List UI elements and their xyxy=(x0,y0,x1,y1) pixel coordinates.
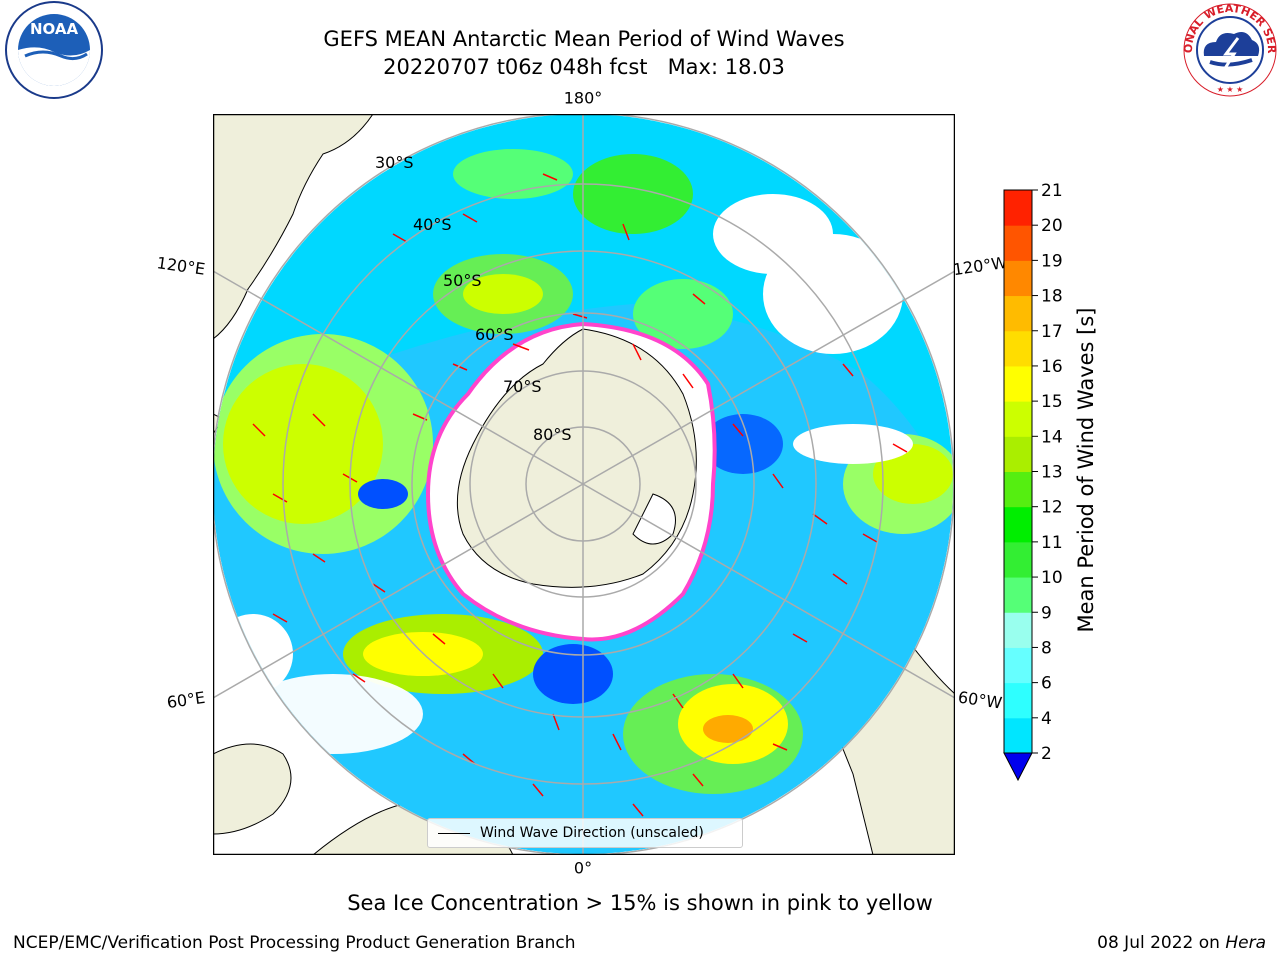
footer-host: Hera xyxy=(1225,933,1266,953)
map-frame xyxy=(213,114,955,855)
legend-line-swatch xyxy=(438,832,470,834)
colorbar-segment xyxy=(1004,682,1032,719)
colorbar-segment xyxy=(1004,647,1032,684)
colorbar-segment xyxy=(1004,365,1032,402)
lon-label-60e: 60°E xyxy=(165,687,207,713)
sea-ice-note: Sea Ice Concentration > 15% is shown in … xyxy=(347,891,933,915)
colorbar-segment xyxy=(1004,612,1032,648)
lat-label-80s: 80°S xyxy=(533,425,572,444)
lat-label-70s: 70°S xyxy=(503,377,542,396)
lat-label-40s: 40°S xyxy=(413,215,452,234)
colorbar-tick-label: 17 xyxy=(1041,322,1063,342)
colorbar-tick-label: 16 xyxy=(1041,357,1063,377)
colorbar: 2 4 6 8 9 10 11 12 13 14 15 16 17 18 19 20 21 xyxy=(1003,181,1063,782)
colorbar-segments xyxy=(1004,190,1032,754)
figure-subtitle: 20220707 t06z 048h fcst Max: 18.03 xyxy=(383,55,785,79)
svg-text:★ ★ ★: ★ ★ ★ xyxy=(1217,85,1244,94)
map-legend: Wind Wave Direction (unscaled) xyxy=(427,818,743,848)
colorbar-segment xyxy=(1004,577,1032,613)
colorbar-segment xyxy=(1004,471,1032,508)
lat-label-50s: 50°S xyxy=(443,271,482,290)
lon-label-0: 0° xyxy=(573,858,593,878)
colorbar-segment xyxy=(1004,260,1032,297)
colorbar-tick-label: 8 xyxy=(1041,638,1052,658)
colorbar-segment xyxy=(1004,295,1032,332)
footer-date-text: 08 Jul 2022 on xyxy=(1097,933,1226,953)
polar-map: 30°S 40°S 50°S 60°S 70°S 80°S xyxy=(213,114,955,855)
colorbar-tick-label: 10 xyxy=(1041,568,1063,588)
lat-label-30s: 30°S xyxy=(375,153,414,172)
lon-label-120e: 120°E xyxy=(155,253,207,279)
colorbar-segment xyxy=(1004,225,1032,261)
colorbar-tick-label: 2 xyxy=(1041,744,1052,764)
legend-label: Wind Wave Direction (unscaled) xyxy=(480,825,704,841)
colorbar-segment xyxy=(1004,330,1032,367)
colorbar-tick-label: 21 xyxy=(1041,181,1063,201)
colorbar-segment xyxy=(1004,506,1032,543)
colorbar-segment xyxy=(1004,190,1032,226)
noaa-logo-text: NOAA xyxy=(30,20,79,38)
colorbar-segment xyxy=(1004,717,1032,754)
colorbar-tick-label: 18 xyxy=(1041,287,1063,307)
figure-title: GEFS MEAN Antarctic Mean Period of Wind … xyxy=(323,27,845,51)
colorbar-tick-label: 4 xyxy=(1041,709,1052,729)
noaa-logo: NOAA xyxy=(5,1,103,99)
nws-logo: NATIONAL WEATHER SERVICE ★ ★ ★ xyxy=(1180,0,1278,97)
lon-label-180: 180° xyxy=(563,88,603,108)
footer-date: 08 Jul 2022 on Hera xyxy=(1097,933,1266,953)
colorbar-tick-label: 14 xyxy=(1041,427,1063,447)
colorbar-label: Mean Period of Wind Waves [s] xyxy=(1074,307,1098,633)
lat-label-60s: 60°S xyxy=(475,325,514,344)
colorbar-tick-label: 12 xyxy=(1041,498,1063,518)
colorbar-under-triangle xyxy=(1003,752,1033,782)
colorbar-tick-label: 6 xyxy=(1041,674,1052,694)
colorbar-tick-label: 19 xyxy=(1041,251,1063,271)
colorbar-segment xyxy=(1004,401,1032,437)
wave-period-field xyxy=(213,114,953,854)
colorbar-tick-label: 13 xyxy=(1041,463,1063,483)
colorbar-segment xyxy=(1004,436,1032,472)
colorbar-tick-label: 20 xyxy=(1041,216,1063,236)
colorbar-tick-label: 15 xyxy=(1041,392,1063,412)
colorbar-tick-label: 9 xyxy=(1041,603,1052,623)
footer-credit: NCEP/EMC/Verification Post Processing Pr… xyxy=(13,933,576,953)
colorbar-segment xyxy=(1004,541,1032,578)
colorbar-tick-label: 11 xyxy=(1041,533,1063,553)
